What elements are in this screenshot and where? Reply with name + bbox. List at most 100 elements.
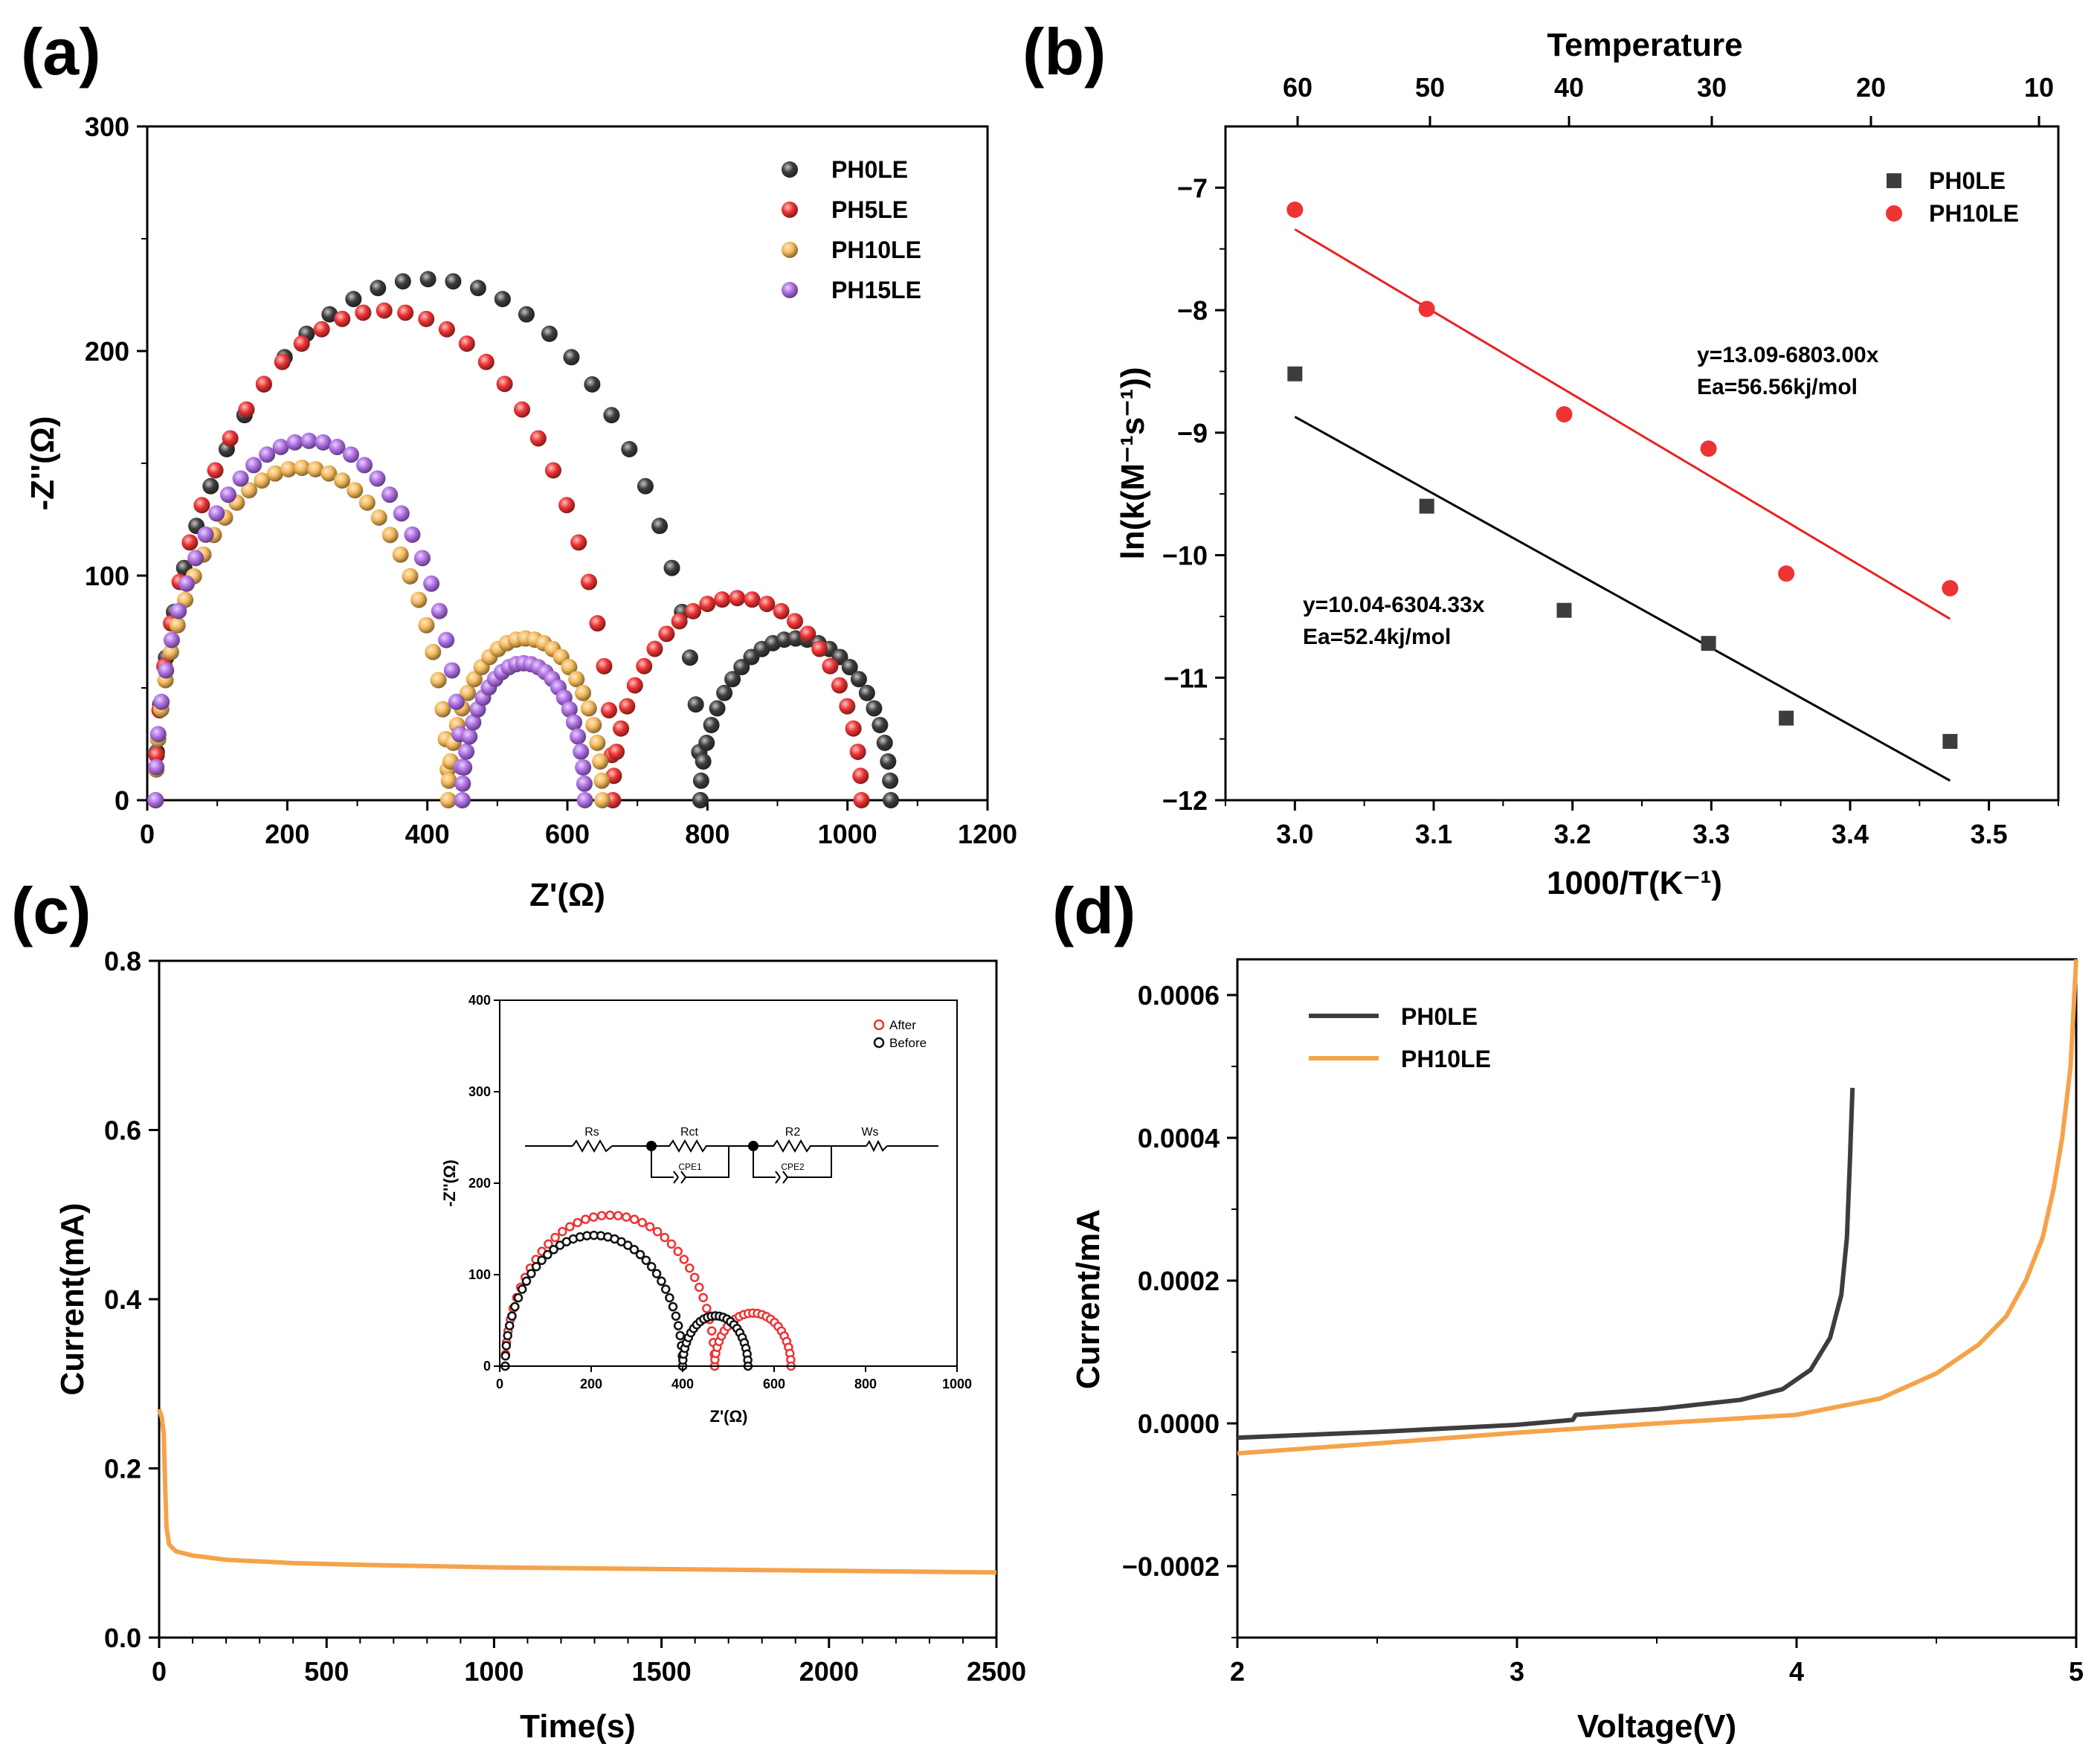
cpe2-element	[782, 1171, 788, 1178]
data-point	[208, 505, 225, 522]
data-point	[425, 643, 442, 660]
inset-data-point	[507, 1311, 517, 1321]
data-point	[646, 640, 663, 657]
x-tick-label: 3.2	[1554, 819, 1591, 849]
series-ph10le-curve	[1237, 959, 2078, 1456]
data-point	[619, 698, 636, 715]
x-tick-label: 200	[265, 819, 309, 849]
data-point	[347, 482, 364, 499]
legend-marker	[782, 242, 798, 258]
x-tick-label: 1000	[464, 1656, 524, 1687]
data-point	[207, 462, 224, 479]
y-tick-label: −10	[1162, 541, 1208, 571]
data-point	[259, 446, 276, 463]
data-point	[1778, 565, 1795, 582]
data-point	[561, 701, 578, 718]
inset-data-point	[660, 1284, 671, 1294]
data-point	[787, 613, 804, 630]
data-point	[381, 527, 399, 544]
data-point	[529, 430, 547, 447]
panel-b-arrhenius-plot: 3.0 3.1 3.2 3.3 3.4 3.5 −12 −11 −10 −9 −8 −7 60 50 40 3…	[1115, 27, 2060, 901]
legend-label: PH0LE	[1929, 167, 2006, 194]
data-point	[1701, 636, 1716, 651]
data-point	[293, 335, 310, 353]
inset-data-point	[698, 1293, 708, 1303]
legend-label: PH15LE	[831, 277, 921, 303]
data-point	[880, 753, 897, 770]
y-tick-label: 200	[85, 336, 129, 367]
data-point	[469, 280, 486, 297]
inset-data-point	[665, 1293, 674, 1303]
cpe2-branch	[753, 1146, 776, 1178]
inset-data-point	[581, 1214, 590, 1224]
legend-label: PH10LE	[831, 236, 921, 263]
legend-label: PH10LE	[1401, 1046, 1491, 1072]
data-point	[477, 353, 495, 370]
y-tick-label: −0.0002	[1122, 1551, 1220, 1582]
data-point	[307, 460, 324, 477]
top-tick-label: 10	[2024, 72, 2054, 103]
y-tick-label: −9	[1177, 418, 1208, 448]
y-tick-label: 0.0002	[1138, 1266, 1220, 1296]
top-tick-label: 20	[1856, 72, 1886, 103]
inset-y-tick-label: 0	[483, 1359, 491, 1374]
inset-y-tick-label: 200	[468, 1176, 491, 1191]
data-point	[593, 772, 611, 789]
inset-legend-marker	[873, 1019, 885, 1031]
data-point	[438, 321, 455, 338]
data-point	[876, 734, 893, 751]
inset-data-point	[510, 1301, 520, 1312]
data-point	[440, 772, 457, 789]
data-point	[716, 684, 733, 701]
data-point	[321, 306, 338, 323]
y-axis-title: -Z''(Ω)	[25, 416, 61, 510]
y-tick-label: 100	[85, 561, 129, 591]
x-tick-label: 3.1	[1415, 819, 1452, 849]
data-point	[1779, 710, 1794, 726]
y-tick-label: 0.0000	[1138, 1409, 1220, 1439]
cpe1-element	[680, 1171, 686, 1178]
inset-data-point	[526, 1269, 536, 1278]
data-point	[685, 602, 702, 619]
cpe1-element	[673, 1171, 679, 1178]
x-axis-title: Voltage(V)	[1577, 1708, 1736, 1745]
y-tick-label: −12	[1162, 785, 1208, 816]
data-point	[494, 291, 511, 308]
inset-data-point	[646, 1262, 657, 1272]
data-point	[600, 702, 617, 719]
data-point	[356, 457, 373, 474]
data-point	[692, 772, 709, 789]
data-point	[443, 662, 460, 679]
inset-legend-label: Before	[889, 1036, 927, 1050]
data-series	[1286, 202, 1959, 782]
inset-data-point	[517, 1284, 527, 1294]
inset-axis-ticks: 0 200 400 600 800 1000 0 100 200 300 400	[468, 993, 972, 1391]
panel-letter-a: (a)	[21, 15, 101, 88]
inset-data-point	[641, 1255, 651, 1265]
x-tick-label: 0	[140, 819, 155, 849]
inset-data-point	[706, 1326, 717, 1336]
data-point	[882, 772, 899, 789]
equivalent-circuit-diagram	[525, 1139, 938, 1184]
circuit-node	[646, 1141, 657, 1151]
inset-data-point	[543, 1249, 553, 1260]
inset-data-point	[549, 1245, 558, 1255]
series-ph10le	[1286, 202, 1959, 620]
y-tick-label: −8	[1177, 295, 1208, 326]
data-point	[1287, 366, 1303, 382]
inset-data-point	[629, 1245, 640, 1255]
legend-label: PH10LE	[1929, 200, 2019, 227]
y-axis-title: ln(k(M⁻¹s⁻¹))	[1115, 367, 1151, 559]
data-point	[580, 700, 597, 717]
data-point	[636, 657, 653, 675]
cpe2-element	[775, 1176, 781, 1184]
data-point	[458, 335, 475, 353]
data-point	[799, 625, 816, 643]
data-point	[698, 734, 715, 751]
data-point	[580, 573, 597, 590]
inset-data-point	[596, 1211, 607, 1220]
data-point	[852, 767, 869, 785]
data-point	[853, 792, 870, 808]
x-axis-title: Time(s)	[520, 1708, 636, 1745]
